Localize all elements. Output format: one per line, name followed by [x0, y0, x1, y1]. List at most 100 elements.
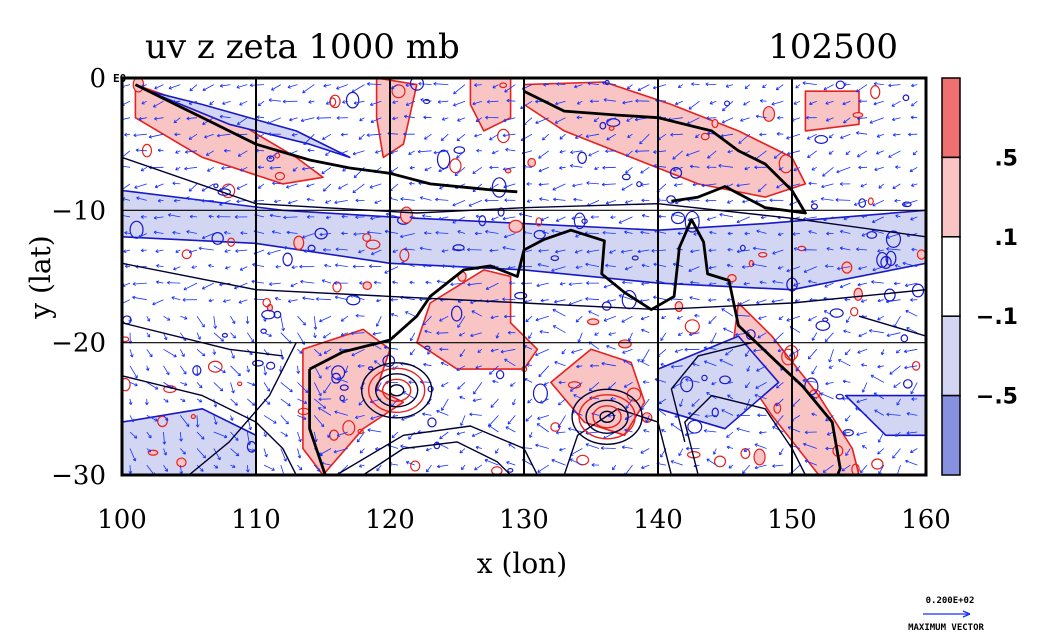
- wind-vector: [844, 349, 851, 356]
- positive-zeta-contour: [362, 233, 372, 242]
- wind-vector: [690, 249, 700, 254]
- wind-vector: [471, 310, 482, 317]
- wind-vector: [804, 459, 817, 466]
- wind-vector: [341, 214, 348, 219]
- wind-vector: [230, 365, 241, 377]
- wind-vector: [825, 117, 834, 122]
- wind-vector: [809, 100, 817, 106]
- height-contour: [858, 315, 926, 337]
- wind-vector: [586, 181, 600, 185]
- wind-vector: [184, 150, 198, 154]
- wind-vector: [786, 133, 801, 140]
- wind-vector: [355, 198, 365, 203]
- negative-zeta-contour: [213, 183, 219, 189]
- wind-vector: [355, 415, 365, 420]
- wind-vector: [576, 364, 583, 369]
- negative-zeta-contour: [533, 229, 546, 240]
- wind-vector: [554, 299, 566, 304]
- wind-vector: [230, 448, 240, 457]
- wind-vector: [438, 216, 449, 221]
- wind-vector: [721, 117, 734, 124]
- wind-vector: [367, 428, 382, 433]
- wind-vector: [591, 463, 600, 467]
- wind-vector: [575, 265, 583, 270]
- wind-vector: [280, 448, 287, 462]
- wind-vector: [179, 415, 190, 427]
- positive-zeta-contour: [700, 132, 710, 141]
- positive-zeta-region: [469, 78, 512, 132]
- wind-vector: [484, 198, 499, 203]
- wind-vector: [858, 99, 867, 104]
- wind-vector: [723, 327, 734, 334]
- wind-vector: [685, 378, 700, 383]
- wind-vector: [538, 150, 550, 159]
- wind-vector: [839, 282, 851, 289]
- wind-vector: [175, 166, 181, 171]
- positive-zeta-contour: [758, 251, 768, 258]
- wind-vector: [871, 280, 884, 284]
- wind-vector: [772, 426, 784, 433]
- wind-vector: [695, 133, 700, 139]
- wind-vector: [736, 427, 750, 433]
- wind-vector: [640, 448, 650, 454]
- wind-vector: [771, 299, 784, 304]
- wind-vector: [601, 361, 616, 367]
- wind-vector: [861, 363, 868, 367]
- wind-vector: [911, 247, 918, 252]
- wind-vector: [590, 215, 600, 220]
- positive-zeta-contour: [365, 239, 381, 250]
- wind-vector: [502, 246, 516, 251]
- wind-vector: [855, 131, 868, 135]
- wind-vector: [474, 133, 482, 138]
- wind-vector: [744, 398, 751, 412]
- wind-vector: [576, 100, 583, 105]
- wind-vector: [742, 464, 751, 474]
- wind-vector: [757, 332, 767, 339]
- wind-vector: [163, 415, 169, 421]
- wind-vector: [828, 133, 834, 139]
- wind-vector: [180, 448, 186, 455]
- wind-vector: [540, 216, 549, 222]
- wind-vector: [163, 398, 169, 403]
- wind-vector: [559, 149, 566, 154]
- wind-vector: [213, 332, 224, 342]
- positive-zeta-contour: [916, 249, 926, 260]
- wind-vector: [641, 464, 650, 470]
- wind-vector: [540, 298, 549, 303]
- negative-zeta-contour: [265, 361, 276, 370]
- wind-vector: [505, 147, 516, 152]
- wind-vector: [359, 448, 365, 454]
- cyclone-contour: [571, 388, 643, 445]
- wind-vector: [605, 117, 616, 123]
- wind-vector: [769, 198, 784, 203]
- positive-zeta-contour: [227, 237, 236, 247]
- wind-vector: [685, 446, 700, 451]
- wind-vector: [409, 280, 415, 285]
- positive-zeta-contour: [274, 171, 286, 181]
- wind-vector: [336, 431, 348, 437]
- negative-zeta-contour: [719, 375, 731, 385]
- wind-vector: [334, 200, 348, 205]
- wind-vector: [280, 382, 293, 393]
- wind-vector: [903, 200, 918, 206]
- wind-vector: [786, 266, 801, 273]
- wind-vector: [845, 150, 851, 155]
- wind-vector: [856, 431, 868, 437]
- wind-vector: [433, 150, 449, 155]
- wind-vector: [620, 249, 633, 254]
- wind-vector: [771, 100, 784, 106]
- wind-vector: [888, 83, 901, 88]
- wind-vector: [543, 82, 549, 87]
- wind-vector: [368, 264, 382, 269]
- wind-vector: [688, 100, 700, 110]
- negative-zeta-contour: [810, 203, 819, 210]
- wind-vector: [495, 448, 499, 454]
- wind-vector: [195, 415, 200, 428]
- wind-vector: [637, 84, 650, 92]
- wind-vector: [325, 150, 332, 156]
- wind-vector: [208, 298, 214, 303]
- wind-vector: [906, 412, 918, 416]
- wind-vector: [423, 362, 432, 367]
- wind-vector: [401, 261, 415, 267]
- wind-vector: [553, 197, 566, 202]
